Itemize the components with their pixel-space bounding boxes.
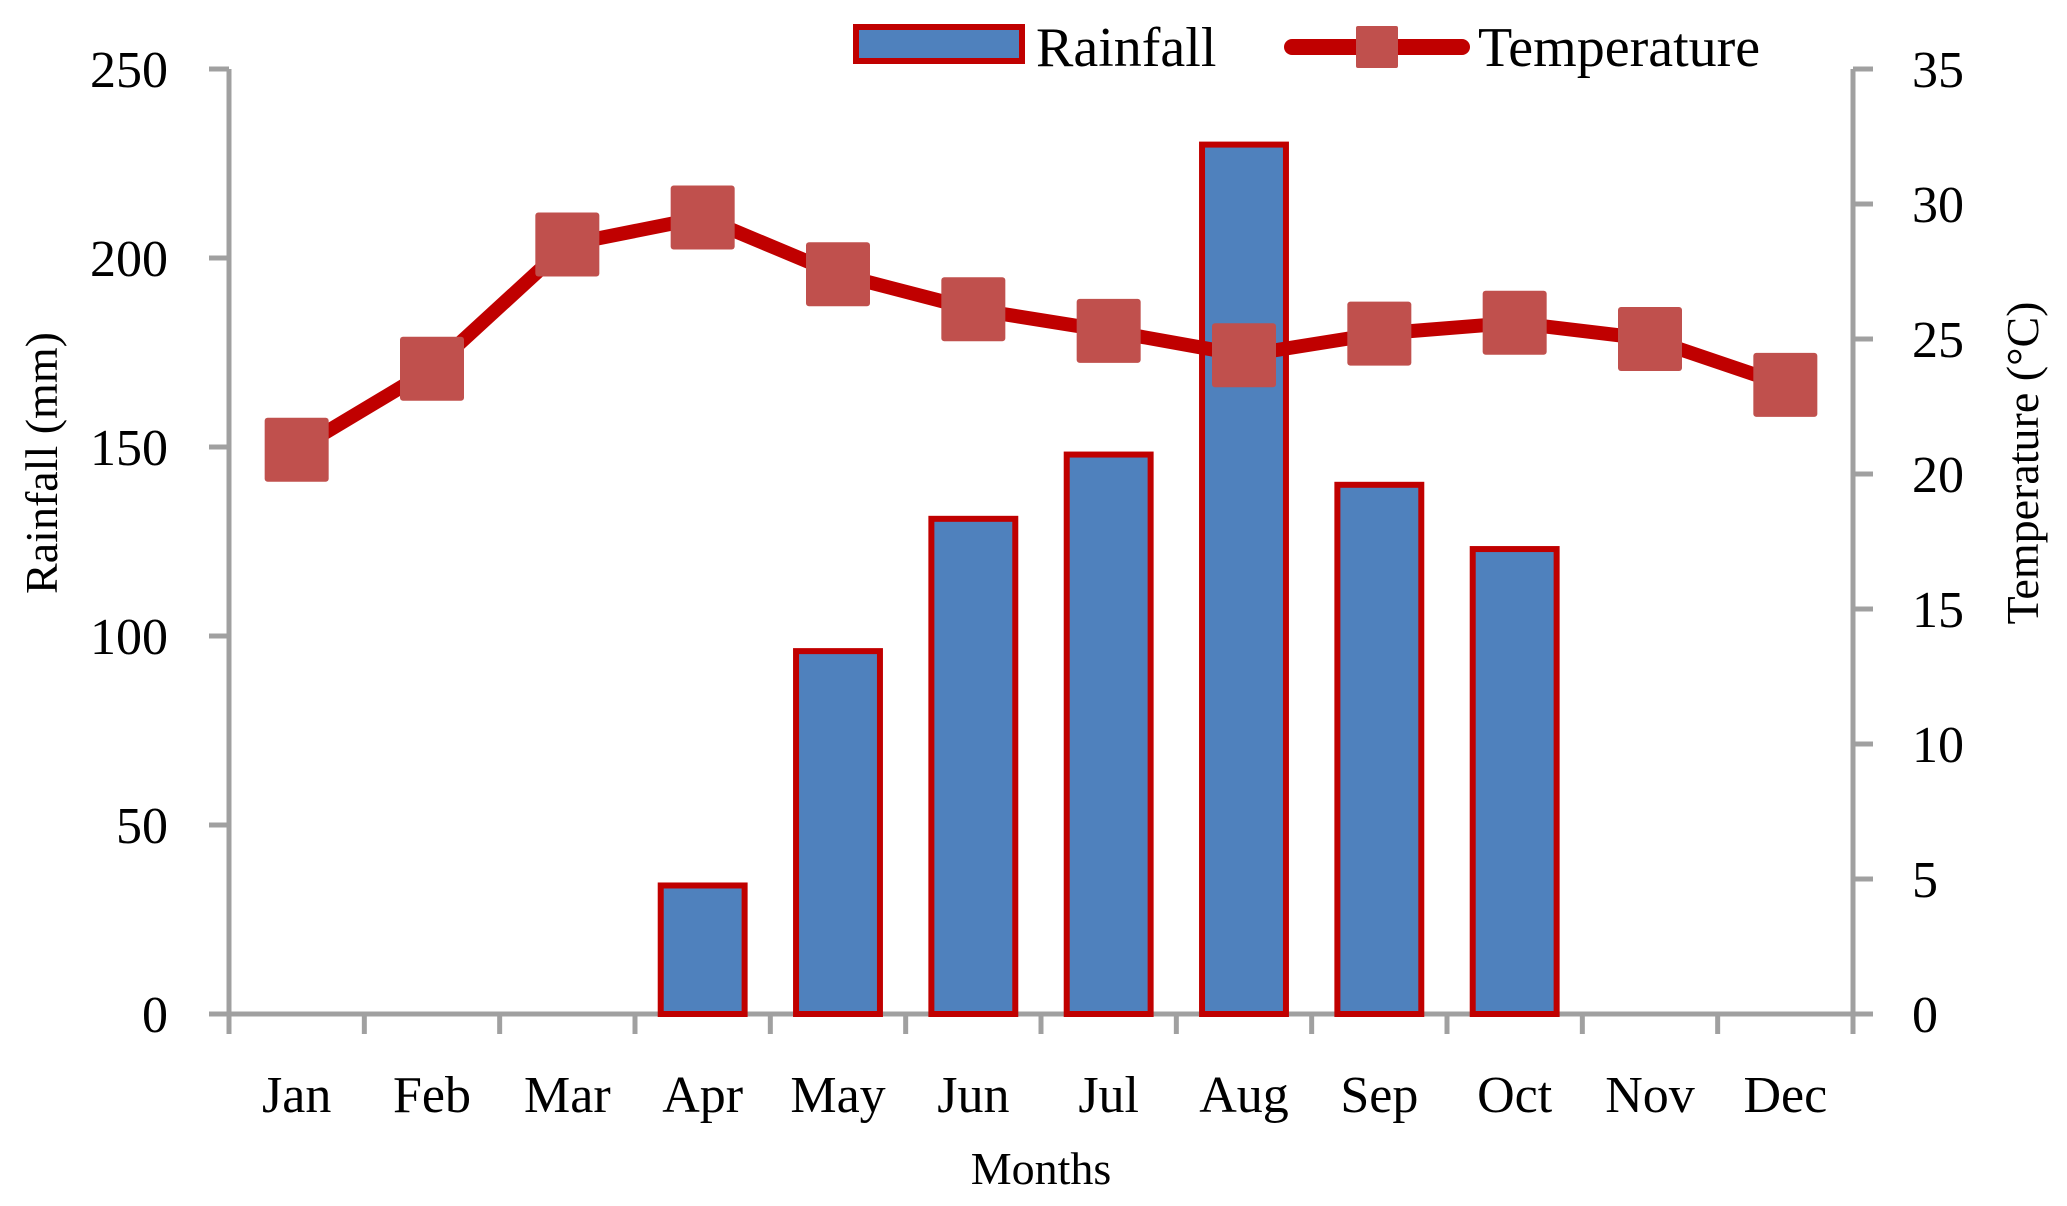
legend-rainfall-label: Rainfall [1036,17,1216,79]
right-y-tick-label: 25 [1912,312,1964,369]
rainfall-bar-oct [1469,546,1560,1017]
axes [209,66,1873,1034]
rainfall-bar-jun [928,515,1019,1017]
temperature-marker-apr [670,185,735,250]
legend-rainfall-swatch [853,24,1025,64]
x-ticks [226,1014,1856,1034]
right-y-tick-label: 5 [1912,852,1938,909]
x-tick-label: Dec [1743,1067,1827,1124]
right-y-tick-label: 10 [1912,717,1964,774]
temperature-marker-aug [1212,323,1276,388]
temperature-marker-dec [1753,352,1818,417]
left-axis-title: Rainfall (mm) [16,332,67,594]
x-tick-label: Aug [1199,1067,1289,1124]
x-tick-label: Nov [1605,1067,1695,1124]
temperature-marker-jan [264,417,329,482]
left-y-tick-label: 200 [90,231,168,288]
left-y-tick-label: 50 [116,798,168,855]
rainfall-bar-aug [1199,141,1289,1018]
x-tick-label: Oct [1477,1067,1553,1124]
x-tick-label: Jun [937,1067,1009,1124]
right-y-tick-label: 15 [1912,582,1964,639]
rainfall-bars [657,141,1560,1018]
legend-temperature-marker [1356,26,1398,68]
rainfall-bar-jul [1063,451,1154,1017]
left-y-tick-label: 250 [90,42,168,99]
left-y-tick-label: 150 [90,420,168,477]
x-axis-title: Months [971,1143,1112,1194]
left-y-tick-labels: 0 50 100 150 200 250 [90,42,168,1044]
right-y-tick-labels: 0 5 10 15 20 25 30 35 [1912,42,1964,1044]
x-tick-label: May [790,1067,885,1124]
temperature-marker-jul [1076,298,1141,363]
x-tick-label: Sep [1340,1067,1418,1124]
temperature-line [289,210,1793,457]
right-y-ticks [1853,66,1873,1017]
left-y-tick-label: 100 [90,609,168,666]
right-y-tick-label: 0 [1912,987,1938,1044]
temperature-marker-may [806,242,870,307]
right-axis-title: Temperature (°C) [1997,302,2048,625]
x-tick-labels: Jan Feb Mar Apr May Jun Jul Aug Sep Oct Nov Dec [262,1067,1827,1124]
temperature-marker-nov [1618,307,1682,371]
x-tick-label: Feb [393,1067,471,1124]
temperature-markers [264,185,1818,482]
temperature-marker-oct [1482,290,1547,355]
x-tick-label: Jul [1078,1067,1139,1124]
temperature-marker-sep [1347,301,1412,366]
temperature-marker-mar [535,212,600,277]
rainfall-bar-may [793,648,883,1017]
left-y-tick-label: 0 [142,987,168,1044]
right-y-tick-label: 20 [1912,447,1964,504]
x-tick-label: Mar [524,1067,611,1124]
x-tick-label: Apr [662,1067,743,1124]
temperature-marker-jun [941,277,1006,342]
left-y-ticks [209,66,229,1017]
rainfall-bar-sep [1334,481,1425,1017]
right-y-tick-label: 30 [1912,177,1964,234]
rainfall-bar-apr [657,882,748,1017]
legend: Rainfall Temperature [853,17,1760,79]
temperature-series [264,185,1818,482]
legend-temperature-label: Temperature [1478,17,1760,79]
x-tick-label: Jan [262,1067,331,1124]
temperature-marker-feb [400,336,464,401]
right-y-tick-label: 35 [1912,42,1964,99]
